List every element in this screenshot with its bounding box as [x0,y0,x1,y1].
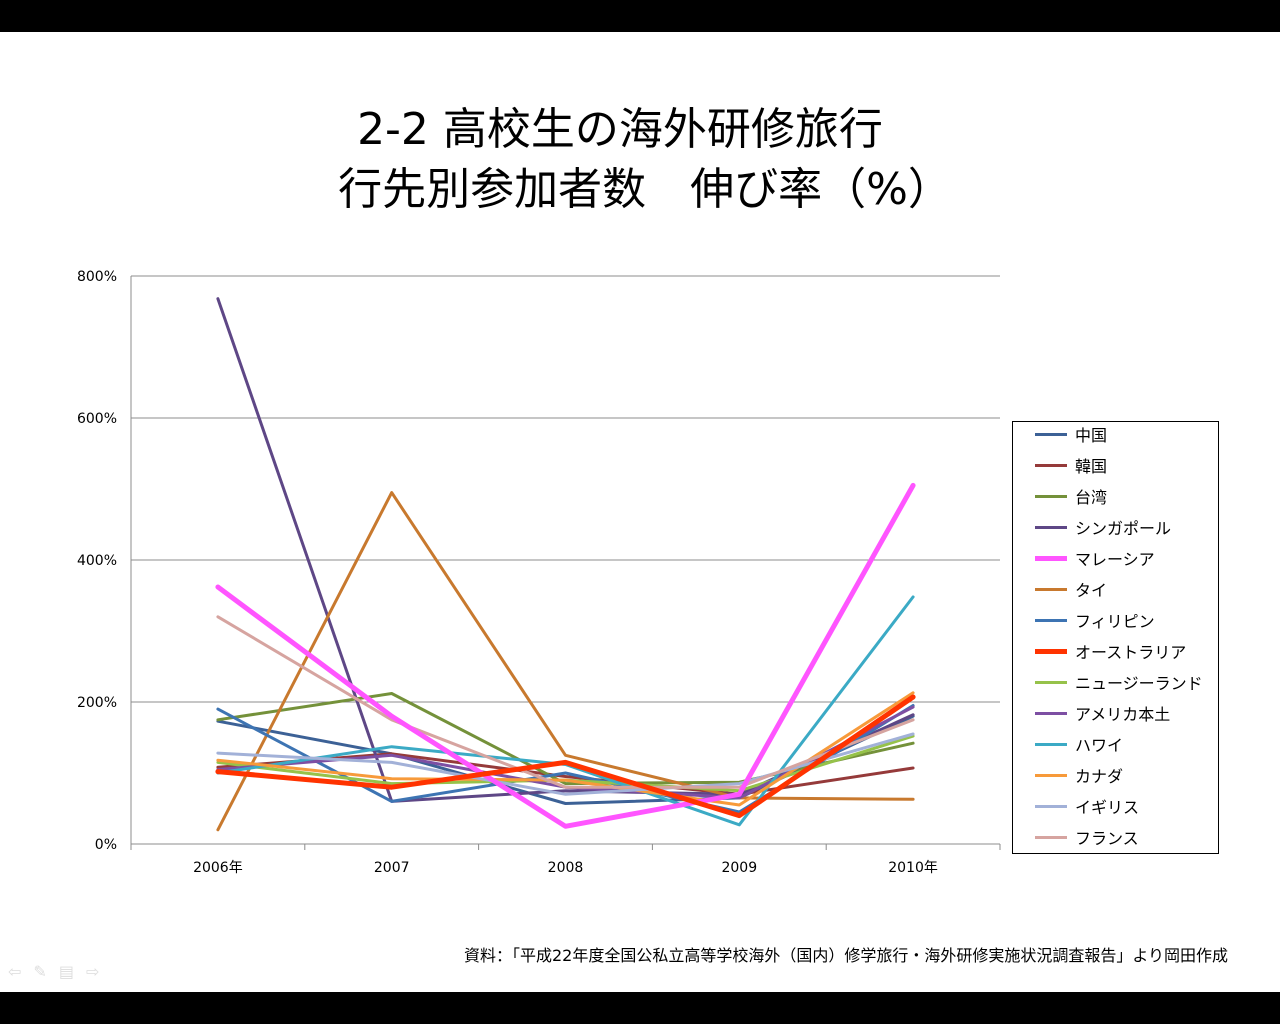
legend-label: イギリス [1075,798,1140,817]
series-line [216,297,915,803]
legend-item: フィリピン [1035,608,1155,632]
menu-icon[interactable]: ▤ [58,962,74,981]
legend-label: アメリカ本土 [1075,705,1171,724]
arrow-left-icon[interactable]: ⇦ [8,962,22,981]
legend-item: ニュージーランド [1035,670,1203,694]
legend-swatch [1035,773,1067,777]
slide-nav: ⇦ ✎ ▤ ⇨ [8,962,99,981]
x-tick-label: 2007 [374,860,410,876]
legend-swatch [1035,525,1067,529]
legend-item: フランス [1035,825,1139,849]
chart-legend: 中国韓国台湾シンガポール マレーシアタイフィリピンオーストラリア ニュージーランドア… [1012,421,1219,854]
legend-label: ハワイ [1075,736,1124,755]
legend-item: ハワイ [1035,732,1123,756]
legend-label: 韓国 [1075,457,1108,476]
pen-icon[interactable]: ✎ [33,962,47,981]
legend-item: 韓国 [1035,453,1107,477]
y-tick-label: 800% [77,269,117,285]
legend-swatch [1035,555,1067,561]
legend-label: タイ [1075,581,1108,600]
series-line [216,491,915,832]
x-tick-label: 2010年 [888,860,938,876]
slide: 2-2 高校生の海外研修旅行 行先別参加者数 伸び率（%） 0% 200% 400%… [0,32,1280,992]
legend-swatch [1035,494,1067,498]
legend-item: 中国 [1035,422,1107,446]
legend-label: シンガポール [1075,519,1172,538]
legend-label: ニュージーランド [1075,674,1203,693]
legend-label: マレーシア [1075,550,1155,569]
series-line [215,482,916,829]
page-title: 2-2 高校生の海外研修旅行 行先別参加者数 伸び率（%） [0,100,1280,220]
legend-swatch [1035,618,1067,622]
legend-item: タイ [1035,577,1107,601]
legend-item: 台湾 [1035,484,1107,508]
legend-item: アメリカ本土 [1035,701,1170,725]
legend-swatch [1035,587,1067,591]
legend-swatch [1035,742,1067,746]
x-tick-label: 2008 [548,860,584,876]
source-note: 資料：「平成22年度全国公私立高等学校海外（国内）修学旅行・海外研修実施状況調査… [463,946,1228,965]
legend-item: イギリス [1035,794,1139,818]
legend-label: カナダ [1075,767,1124,786]
legend-item: カナダ [1035,763,1123,787]
legend-swatch [1035,463,1067,467]
y-tick-label: 600% [77,411,117,427]
title-line-1: 2-2 高校生の海外研修旅行 [357,104,883,155]
x-tick-label: 2009 [721,860,757,876]
y-tick-label: 200% [77,695,117,711]
series-line [215,694,916,819]
legend-label: フィリピン [1075,612,1155,631]
arrow-right-icon[interactable]: ⇨ [85,962,100,981]
legend-swatch [1035,804,1067,808]
legend-item: オーストラリア [1035,639,1186,663]
x-tick-label: 2006年 [193,860,243,876]
y-tick-label: 0% [95,837,117,853]
legend-label: オーストラリア [1075,643,1187,662]
legend-label: 中国 [1075,426,1108,445]
legend-swatch [1035,432,1067,436]
title-line-2: 行先別参加者数 伸び率（%） [338,164,952,215]
legend-label: 台湾 [1075,488,1108,507]
line-chart: 0% 200% 400% 600% 800% 2006年 2007 2008 2009 2010年 [77,269,1001,876]
y-tick-label: 400% [77,553,117,569]
series-line [216,615,915,789]
legend-swatch [1035,680,1067,684]
series-line [216,732,915,796]
legend-item: マレーシア [1035,546,1155,570]
legend-item: シンガポール [1035,515,1171,539]
legend-label: フランス [1075,829,1139,848]
legend-swatch [1035,648,1067,654]
legend-swatch [1035,711,1067,715]
legend-swatch [1035,835,1067,839]
